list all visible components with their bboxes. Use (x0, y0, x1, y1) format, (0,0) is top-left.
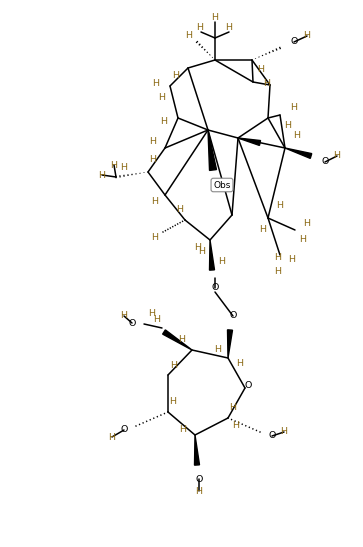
Text: H: H (264, 79, 270, 89)
Text: H: H (196, 24, 204, 32)
Text: H: H (281, 428, 287, 437)
Text: H: H (151, 234, 159, 242)
Text: O: O (120, 426, 128, 434)
Polygon shape (195, 435, 200, 465)
Text: H: H (225, 24, 232, 32)
Polygon shape (208, 130, 216, 171)
Text: H: H (172, 72, 179, 80)
Text: H: H (151, 196, 159, 206)
Text: H: H (98, 171, 106, 179)
Text: H: H (171, 360, 178, 370)
Text: H: H (199, 247, 205, 257)
Text: O: O (128, 318, 136, 328)
Text: H: H (294, 131, 301, 141)
Text: H: H (196, 486, 203, 496)
Text: H: H (109, 433, 115, 441)
Text: H: H (219, 258, 225, 266)
Text: O: O (321, 158, 329, 166)
Polygon shape (285, 148, 312, 159)
Text: H: H (303, 32, 310, 40)
Text: H: H (121, 162, 127, 172)
Text: H: H (237, 359, 244, 369)
Text: H: H (159, 94, 166, 102)
Text: H: H (334, 152, 340, 160)
Text: H: H (274, 253, 281, 261)
Text: H: H (110, 160, 118, 170)
Text: H: H (285, 120, 291, 130)
Text: H: H (176, 206, 184, 214)
Polygon shape (228, 330, 232, 358)
Text: H: H (289, 255, 295, 265)
Text: H: H (170, 398, 176, 406)
Text: H: H (260, 225, 266, 235)
Polygon shape (163, 330, 192, 350)
Text: O: O (229, 311, 237, 321)
Text: O: O (244, 381, 252, 391)
Text: H: H (229, 404, 237, 412)
Text: H: H (232, 422, 240, 430)
Text: H: H (121, 311, 127, 321)
Text: H: H (195, 243, 201, 253)
Text: H: H (160, 118, 167, 126)
Text: H: H (274, 266, 281, 276)
Text: H: H (150, 155, 156, 165)
Text: H: H (148, 309, 155, 317)
Text: H: H (154, 316, 160, 324)
Polygon shape (209, 240, 215, 270)
Text: H: H (299, 236, 306, 245)
Text: H: H (277, 201, 284, 211)
Text: O: O (195, 474, 203, 484)
Text: H: H (290, 102, 298, 112)
Text: H: H (257, 66, 265, 74)
Text: H: H (212, 14, 219, 22)
Text: H: H (179, 424, 187, 434)
Text: O: O (211, 283, 219, 293)
Text: H: H (215, 346, 221, 354)
Text: H: H (179, 335, 185, 345)
Polygon shape (238, 138, 261, 146)
Text: H: H (303, 219, 310, 229)
Text: Obs: Obs (213, 181, 231, 189)
Text: H: H (185, 31, 192, 39)
Text: O: O (290, 38, 298, 46)
Text: H: H (150, 137, 156, 147)
Text: O: O (268, 432, 276, 440)
Text: H: H (152, 79, 159, 89)
